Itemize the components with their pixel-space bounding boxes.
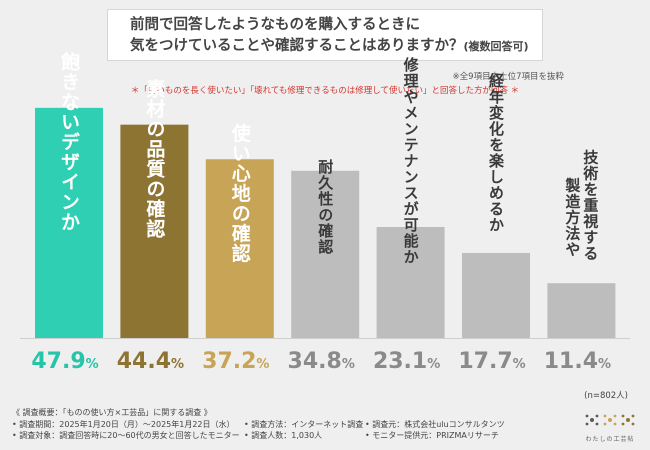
value-label-7: 11.4% bbox=[544, 349, 611, 374]
survey-count: • 調査人数：1,030人 bbox=[244, 431, 323, 440]
title-line-2-text: 気をつけていることや確認することはありますか？ bbox=[130, 38, 464, 54]
title-line-2: 気をつけていることや確認することはありますか？(複数回答可) bbox=[130, 36, 532, 57]
footer-row-1: 《 調査概要：「ものの使い方×工芸品」に関する調査 》 bbox=[12, 408, 212, 417]
category-label-2: 素材の品質の確認 bbox=[143, 77, 165, 238]
logo-text: わたしの工芸帖 bbox=[585, 436, 635, 443]
bar-6 bbox=[462, 252, 530, 338]
category-label-5: 修理やメンテナンスが可能か bbox=[402, 56, 420, 265]
survey-footer: 《 調査概要：「ものの使い方×工芸品」に関する調査 》 • 調査期間：2025年… bbox=[12, 407, 505, 442]
survey-method: • 調査方法：インターネット調査 bbox=[244, 419, 364, 429]
sample-size: (n=802人) bbox=[584, 391, 628, 401]
value-label-1: 47.9% bbox=[31, 349, 98, 374]
title-suffix: (複数回答可) bbox=[463, 40, 529, 53]
bar-2 bbox=[120, 124, 189, 338]
value-label-2: 44.4% bbox=[117, 349, 184, 374]
category-label-7-1: 技術を重視する bbox=[581, 148, 599, 261]
bar-5 bbox=[376, 227, 445, 338]
title-box: 前問で回答したようなものを購入するときに 気をつけていることや確認することはあり… bbox=[107, 9, 543, 61]
bar-7 bbox=[547, 283, 616, 338]
logo-icon bbox=[585, 414, 635, 426]
category-label-6: 経年変化を楽しめるか bbox=[487, 72, 505, 233]
category-label-4: 耐久性の確認 bbox=[316, 158, 334, 255]
value-label-5: 23.1% bbox=[373, 349, 440, 374]
title-line-1: 前問で回答したようなものを購入するときに bbox=[130, 17, 420, 33]
monitor-provider: • モニター提供元：PRIZMAリサーチ bbox=[365, 431, 499, 440]
category-label-7-2: 製造方法や bbox=[563, 176, 581, 257]
bar-4 bbox=[291, 170, 360, 338]
footer-row-3: • 調査対象：調査回答時に20〜60代の男女と回答したモニター • 調査人数：1,… bbox=[12, 430, 505, 442]
bar-1 bbox=[35, 107, 103, 339]
survey-period: • 調査期間：2025年1月20日（月）〜2025年1月22日（水） bbox=[12, 419, 235, 429]
survey-source: • 調査元：株式会社uluコンサルタンツ bbox=[365, 419, 505, 429]
note-top-items: ※全9項目中上位7項目を抜粋 bbox=[452, 72, 564, 82]
footer-row-2: • 調査期間：2025年1月20日（月）〜2025年1月22日（水） • 調査方法… bbox=[12, 419, 505, 431]
note-condition: ＊「良いものを長く使いたい」「壊れても修理できるものは修理して使いたい」と回答し… bbox=[130, 86, 520, 96]
bar-3 bbox=[205, 159, 274, 338]
category-label-3: 使い心地の確認 bbox=[229, 123, 252, 263]
value-label-6: 17.7% bbox=[458, 349, 525, 374]
value-label-3: 37.2% bbox=[202, 349, 269, 374]
survey-target: • 調査対象：調査回答時に20〜60代の男女と回答したモニター bbox=[12, 431, 240, 440]
category-label-1: 飽きないデザインか bbox=[58, 51, 81, 232]
value-label-4: 34.8% bbox=[288, 349, 355, 374]
